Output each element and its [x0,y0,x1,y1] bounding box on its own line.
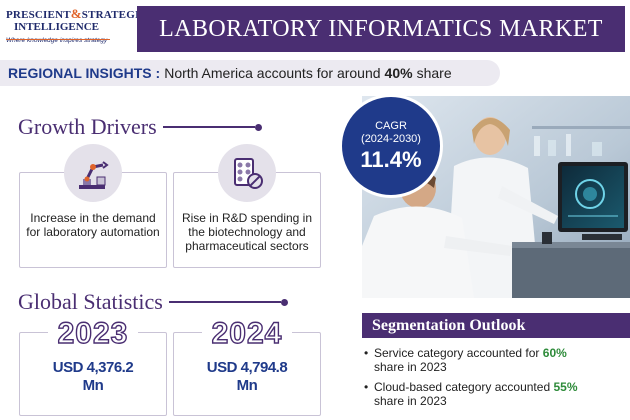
driver-text: Rise in R&D spending in the biotechnolog… [181,211,313,253]
regional-insights-suffix: share [416,65,452,81]
segmentation-list: Service category accounted for 60% share… [362,346,630,414]
stat-value-unit: Mn [236,377,258,394]
driver-card: Increase in the demand for laboratory au… [19,172,167,268]
stat-value-unit: Mn [82,377,104,394]
segmentation-item: Service category accounted for 60% share… [362,346,630,374]
segmentation-highlight: 55% [553,380,578,394]
logo-divider [6,39,110,40]
heading-dot [254,123,262,131]
heading-rule [162,126,255,128]
page-title: LABORATORY INFORMATICS MARKET [159,15,603,42]
logo-wordmark-line2: INTELLIGENCE [14,21,99,33]
stat-year: 2024 [211,316,283,350]
global-statistics-heading: Global Statistics [18,289,288,315]
growth-drivers-title: Growth Drivers [18,114,157,139]
title-banner: LABORATORY INFORMATICS MARKET [137,6,625,52]
cagr-label: CAGR [375,119,407,132]
pills-icon [218,144,276,202]
segmentation-item: Cloud-based category accounted 55% share… [362,380,630,408]
heading-rule [168,301,281,303]
stat-value: USD 4,794.8 [206,359,288,376]
cagr-value: 11.4% [360,146,422,172]
cagr-badge: CAGR (2024-2030) 11.4% [339,94,443,198]
driver-text: Increase in the demand for laboratory au… [26,211,160,239]
heading-dot [280,298,288,306]
stat-value: USD 4,376.2 [52,359,134,376]
stat-card-2024: 2024 USD 4,794.8 Mn [173,316,321,416]
logo-tagline: Where knowledge inspires strategy [6,37,108,44]
segmentation-title: Segmentation Outlook [372,316,526,334]
cagr-period: (2024-2030) [361,132,421,145]
segmentation-banner: Segmentation Outlook [362,313,630,338]
regional-insights-bar: REGIONAL INSIGHTS : North America accoun… [0,60,500,86]
regional-insights-label: REGIONAL INSIGHTS : [8,65,161,81]
segmentation-highlight: 60% [542,346,567,360]
logo-wordmark: PRESCIENT&STRATEGIC [6,6,148,21]
regional-insights-text: North America accounts for around [164,65,381,81]
global-statistics-title: Global Statistics [18,289,163,314]
growth-drivers-heading: Growth Drivers [18,114,262,140]
stat-year: 2023 [57,316,129,350]
company-logo: PRESCIENT&STRATEGIC INTELLIGENCE Where k… [6,6,148,50]
regional-insights-value: 40% [384,65,413,81]
robot-arm-icon [64,144,122,202]
stat-card-2023: 2023 USD 4,376.2 Mn [19,316,167,416]
